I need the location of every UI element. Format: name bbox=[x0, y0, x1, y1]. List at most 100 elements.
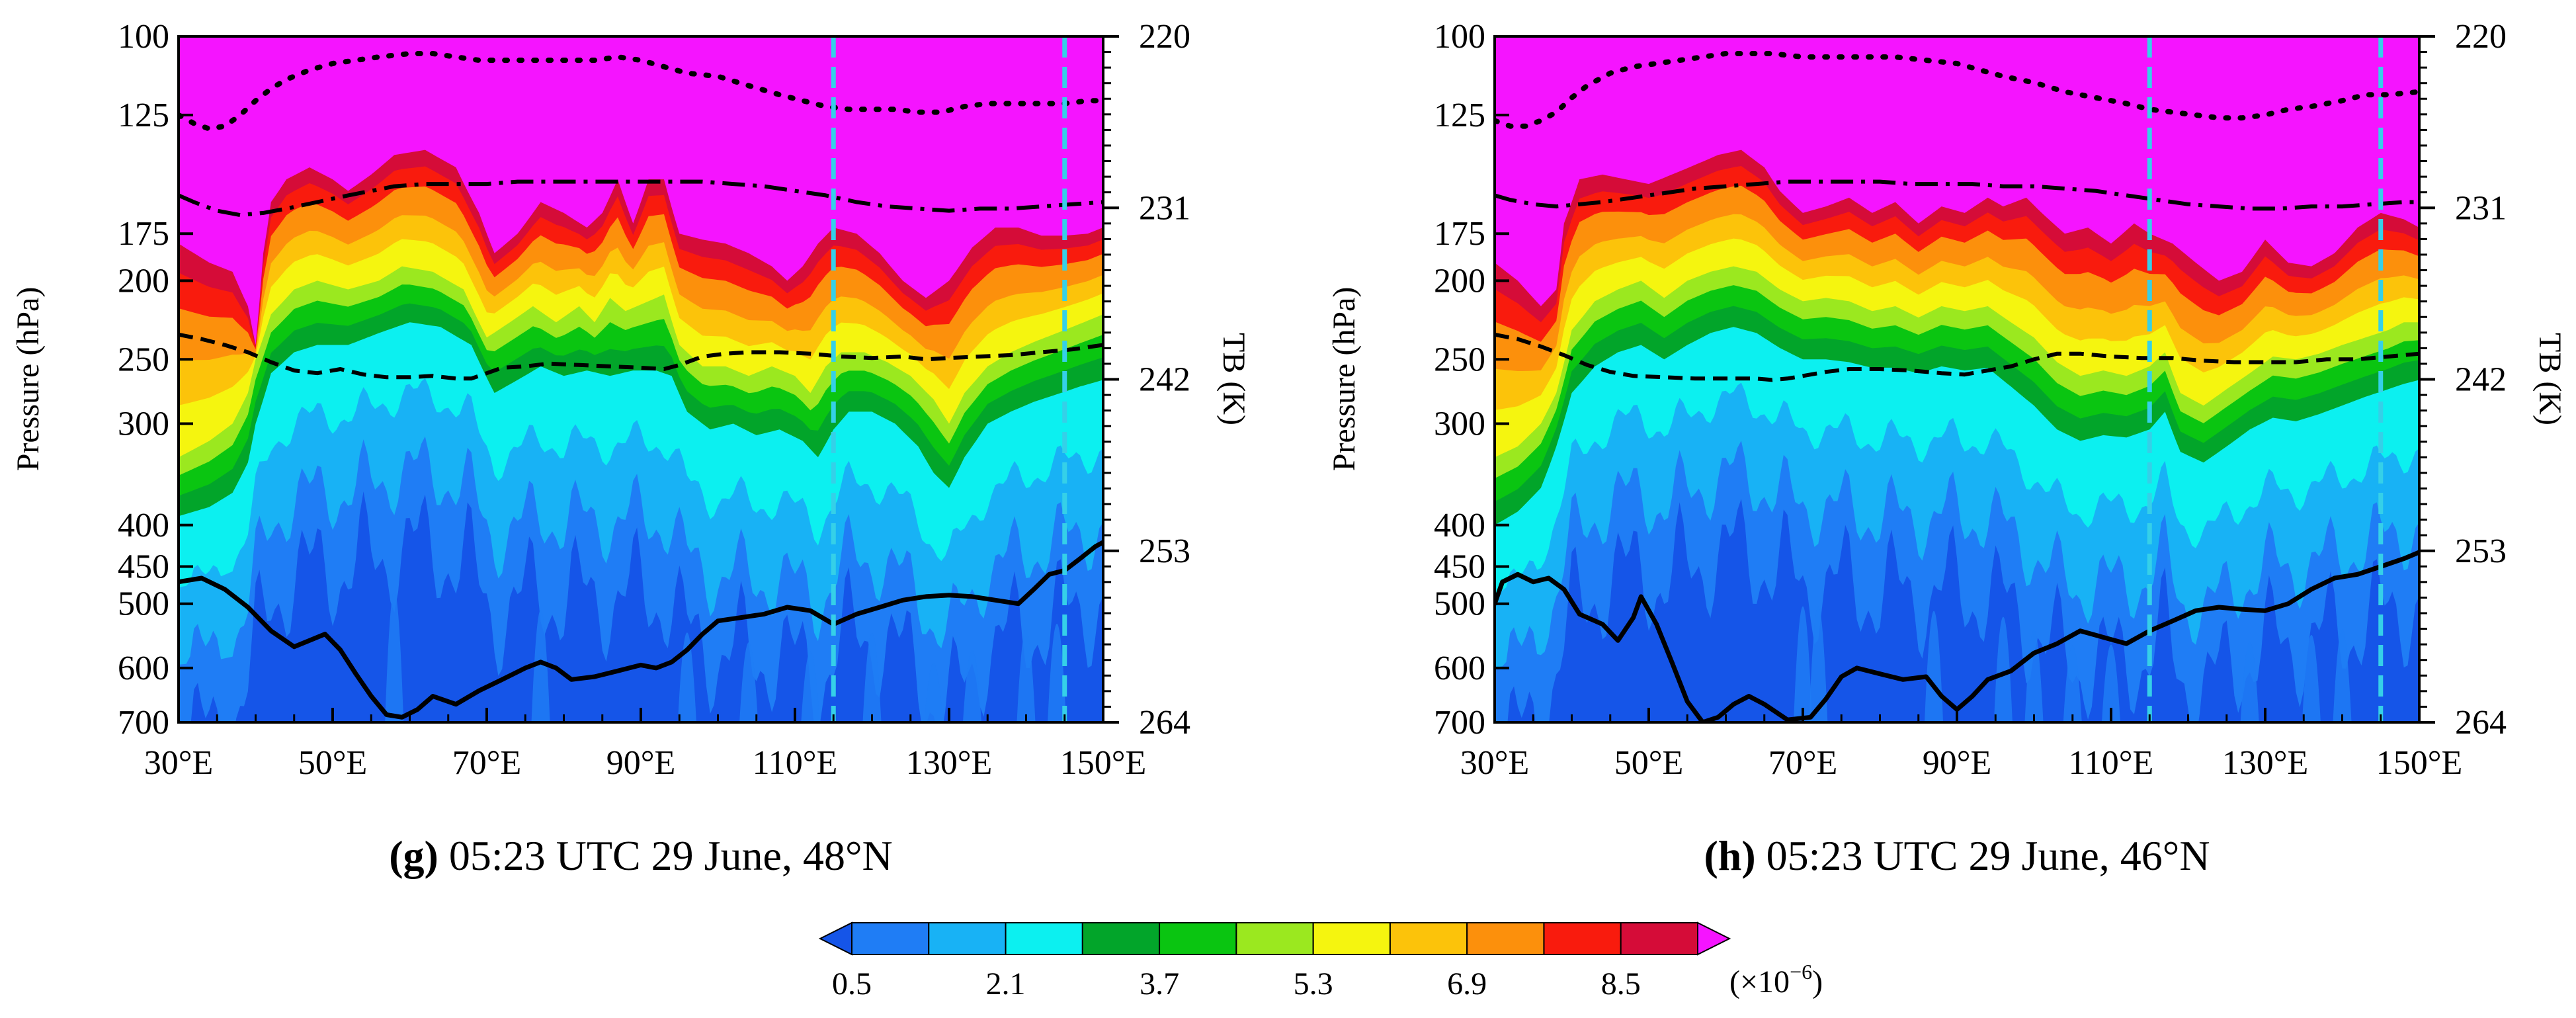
panel-h-x-tick-label: 90°E bbox=[1923, 744, 1992, 782]
panel-g-light-streak bbox=[801, 651, 820, 722]
panel-h-y-tick-label: 125 bbox=[1434, 97, 1485, 134]
colorbar-swatch bbox=[1159, 922, 1237, 955]
panel-g-x-tick-label: 110°E bbox=[753, 744, 838, 782]
panel-g-y2-tick-label: 253 bbox=[1139, 532, 1190, 570]
panel-h-y-tick-label: 100 bbox=[1434, 18, 1485, 56]
panel-g-y-tick-label: 200 bbox=[118, 262, 169, 300]
colorbar-high-arrow bbox=[1697, 921, 1731, 956]
panel-g-y-tick-label: 100 bbox=[118, 18, 169, 56]
panel-g-light-streak bbox=[862, 632, 882, 722]
colorbar-unit-label: (×10−6) bbox=[1729, 960, 1823, 999]
colorbar-tick-label: 3.7 bbox=[1140, 966, 1179, 1001]
panel-h-y2-tick-label: 220 bbox=[2455, 18, 2507, 56]
panel-h-y-tick-label: 250 bbox=[1434, 341, 1485, 378]
panel-g-contour-band-0 bbox=[190, 491, 1103, 722]
colorbar-swatch bbox=[851, 922, 930, 955]
panel-h-light-streak bbox=[2302, 634, 2321, 722]
panel-h-y-tick-label: 450 bbox=[1434, 548, 1485, 586]
colorbar-swatch bbox=[1543, 922, 1622, 955]
panel-g-y-tick-label: 175 bbox=[118, 215, 169, 253]
panel-g-y-tick-label: 600 bbox=[118, 650, 169, 687]
panel-h-dashed-line bbox=[1495, 332, 2419, 382]
panel-g-light-streak bbox=[739, 642, 759, 722]
panel-h-x-tick-label: 50°E bbox=[1614, 744, 1684, 782]
panel-g-y-tick-label: 250 bbox=[118, 341, 169, 378]
panel-g-caption: (g) 05:23 UTC 29 June, 48°N bbox=[389, 832, 893, 879]
panel-h-ylabel: Pressure (hPa) bbox=[1327, 287, 1362, 472]
panel-g-dashed-line bbox=[179, 332, 1103, 381]
panel-h-contour-band-0 bbox=[1507, 499, 2419, 722]
panel-g-light-streak bbox=[1017, 629, 1036, 722]
panel-g-dotted-line bbox=[179, 51, 1103, 132]
colorbar-tick-label: 8.5 bbox=[1601, 966, 1641, 1001]
panel-g-axes: 30°E 50°E 70°E 90°E 110°E 130°E 150°E 100 125 175… bbox=[118, 18, 1190, 782]
panel-g-y2-tick-label: 264 bbox=[1139, 704, 1190, 742]
panel-h-x-tick-label: 150°E bbox=[2376, 744, 2463, 782]
panel-h-cloud-layers bbox=[1495, 149, 2419, 722]
colorbar-tick-label: 5.3 bbox=[1294, 966, 1333, 1001]
panel-g-y2label: TB (K) bbox=[1216, 333, 1251, 425]
panel-g-overlay-lines bbox=[179, 36, 1103, 722]
panel-g-ylabel: Pressure (hPa) bbox=[11, 287, 46, 472]
panel-h-y2label: TB (K) bbox=[2532, 333, 2567, 425]
panel-g-light-streak bbox=[385, 590, 404, 722]
panel-g-y-tick-label: 125 bbox=[118, 97, 169, 134]
panel-h-dotted-line bbox=[1495, 51, 2419, 129]
panel-h-x-tick-label: 70°E bbox=[1768, 744, 1838, 782]
panel-g-light-streak bbox=[1048, 624, 1067, 722]
colorbar: 0.5 2.1 3.7 5.3 6.9 8.5 bbox=[818, 921, 1731, 1001]
panel-h-x-tick-label: 110°E bbox=[2069, 744, 2154, 782]
panel-h-y-tick-label: 400 bbox=[1434, 507, 1485, 544]
panel-h-y2-tick-label: 242 bbox=[2455, 361, 2507, 399]
colorbar-swatch bbox=[1620, 922, 1699, 955]
panel-h-light-streak bbox=[1809, 606, 1828, 722]
colorbar-swatch bbox=[1005, 922, 1083, 955]
panel-h-y-tick-label: 175 bbox=[1434, 215, 1485, 253]
panel-g-x-tick-label: 70°E bbox=[452, 744, 522, 782]
panel-g-y-tick-label: 450 bbox=[118, 548, 169, 586]
panel-h-y-tick-label: 700 bbox=[1434, 704, 1485, 742]
panel-h-overlay-lines bbox=[1495, 36, 2419, 722]
panel-h-y-tick-label: 500 bbox=[1434, 585, 1485, 623]
colorbar-tick-label: 6.9 bbox=[1447, 966, 1487, 1001]
colorbar-swatch bbox=[1312, 922, 1391, 955]
panel-g-x-tick-label: 150°E bbox=[1060, 744, 1147, 782]
panel-h-x-tick-label: 30°E bbox=[1460, 744, 1530, 782]
panel-g-dashdot-line bbox=[179, 179, 1103, 218]
panel-h-light-streak bbox=[2333, 629, 2352, 722]
panel-g-y-tick-label: 700 bbox=[118, 704, 169, 742]
colorbar-swatch bbox=[1235, 922, 1314, 955]
panel-g-light-streak bbox=[962, 650, 981, 722]
colorbar-swatch bbox=[928, 922, 1007, 955]
panel-h-y2-tick-label: 253 bbox=[2455, 532, 2507, 570]
panel-h-solid-line bbox=[1495, 550, 2419, 722]
panel-h-y2-tick-label: 231 bbox=[2455, 189, 2507, 227]
panel-h-light-streak bbox=[1993, 616, 2013, 722]
panel-h-y-tick-label: 300 bbox=[1434, 405, 1485, 443]
panel-g-y2-tick-label: 231 bbox=[1139, 189, 1190, 227]
panel-h-axes: 30°E 50°E 70°E 90°E 110°E 130°E 150°E 100 125 175… bbox=[1434, 18, 2507, 782]
panel-g-light-streak bbox=[531, 609, 550, 722]
panel-h-light-streak bbox=[2240, 641, 2259, 722]
colorbar-swatch bbox=[1389, 922, 1468, 955]
panel-h-caption: (h) 05:23 UTC 29 June, 46°N bbox=[1704, 832, 2210, 879]
panel-g-y2-tick-label: 220 bbox=[1139, 18, 1190, 56]
colorbar-swatch bbox=[1081, 922, 1161, 955]
colorbar-low-arrow bbox=[818, 921, 852, 956]
panel-h-light-streak bbox=[2102, 644, 2120, 722]
panel-h-light-streak bbox=[2063, 645, 2082, 722]
panel-h-x-tick-label: 130°E bbox=[2222, 744, 2309, 782]
panel-h-y-tick-label: 200 bbox=[1434, 262, 1485, 300]
panel-g-x-tick-label: 30°E bbox=[144, 744, 214, 782]
panel-h-dashdot-line bbox=[1495, 179, 2419, 211]
panel-g-x-tick-label: 50°E bbox=[298, 744, 368, 782]
panel-g-y-tick-label: 400 bbox=[118, 507, 169, 544]
colorbar-swatch bbox=[1466, 922, 1545, 955]
panel-g-solid-line bbox=[179, 540, 1103, 720]
panel-g-x-tick-label: 90°E bbox=[606, 744, 676, 782]
panel-h-light-streak bbox=[1794, 606, 1812, 722]
panel-h: 30°E 50°E 70°E 90°E 110°E 130°E 150°E 100 125 175… bbox=[1327, 18, 2567, 879]
colorbar-tick-label: 0.5 bbox=[832, 966, 872, 1001]
panel-h-y-tick-label: 600 bbox=[1434, 650, 1485, 687]
